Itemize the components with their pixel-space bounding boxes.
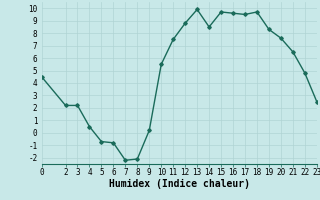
X-axis label: Humidex (Indice chaleur): Humidex (Indice chaleur) [109,179,250,189]
